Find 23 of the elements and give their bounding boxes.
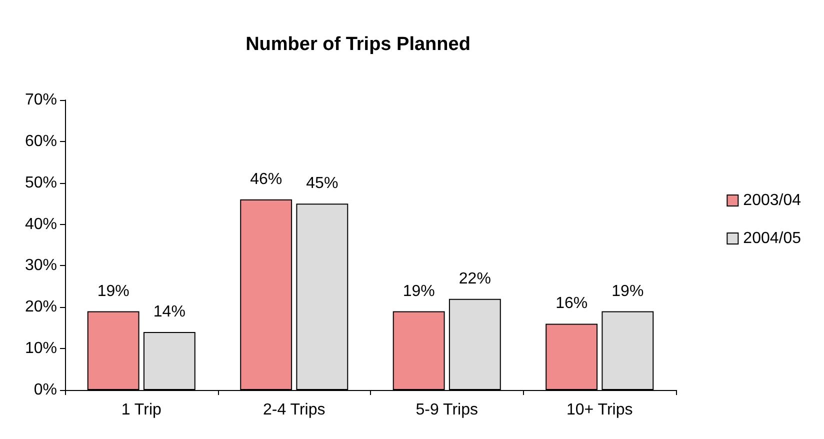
x-tick-label: 2-4 Trips [263, 402, 326, 418]
data-label: 19% [402, 282, 435, 300]
chart-title: Number of Trips Planned [246, 34, 470, 55]
x-tick-label: 5-9 Trips [416, 402, 478, 418]
legend-label: 2003/04 [743, 192, 802, 209]
legend-label: 2004/05 [743, 230, 802, 247]
data-label: 46% [250, 170, 282, 188]
data-label: 19% [97, 282, 130, 300]
x-tick-label: 1 Trip [121, 402, 162, 418]
data-label: 14% [153, 304, 186, 320]
y-tick-label: 0% [34, 382, 57, 398]
data-label: 45% [306, 175, 338, 192]
y-tick-label: 10% [24, 340, 57, 358]
y-tick-label: 40% [24, 216, 57, 233]
y-tick-label: 70% [24, 92, 57, 108]
y-tick-label: 20% [24, 298, 57, 316]
y-tick-label: 60% [24, 132, 57, 150]
y-tick-label: 50% [24, 174, 57, 192]
data-label: 19% [612, 282, 644, 300]
y-tick-label: 30% [24, 257, 57, 274]
x-tick-label: 10+ Trips [566, 402, 633, 418]
data-label: 16% [556, 295, 588, 312]
data-label: 22% [458, 270, 491, 288]
